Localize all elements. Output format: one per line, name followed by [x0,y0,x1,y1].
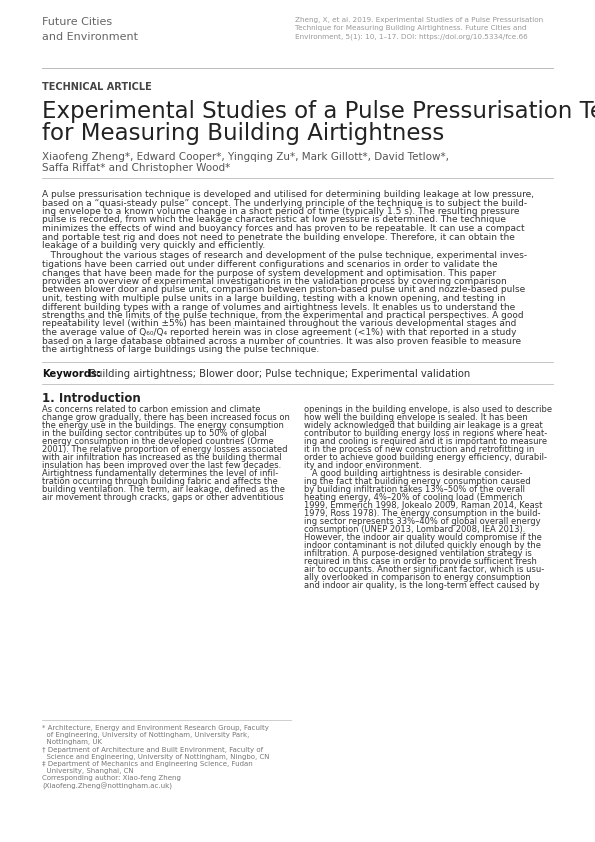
Text: Airtightness fundamentally determines the level of infil-: Airtightness fundamentally determines th… [42,470,278,478]
Text: insulation has been improved over the last few decades.: insulation has been improved over the la… [42,461,281,471]
Text: Nottingham, UK: Nottingham, UK [42,739,102,745]
Text: infiltration. A purpose-designed ventilation strategy is: infiltration. A purpose-designed ventila… [305,550,533,558]
Text: † Department of Architecture and Built Environment, Faculty of: † Department of Architecture and Built E… [42,747,263,753]
Text: 2001). The relative proportion of energy losses associated: 2001). The relative proportion of energy… [42,445,287,455]
Text: strengths and the limits of the pulse technique, from the experimental and pract: strengths and the limits of the pulse te… [42,311,524,320]
Text: ing the fact that building energy consumption caused: ing the fact that building energy consum… [305,477,531,487]
Text: and portable test rig and does not need to penetrate the building envelope. Ther: and portable test rig and does not need … [42,232,515,242]
Text: by building infiltration takes 13%–50% of the overall: by building infiltration takes 13%–50% o… [305,486,525,494]
Text: A good building airtightness is desirable consider-: A good building airtightness is desirabl… [305,470,523,478]
Text: ally overlooked in comparison to energy consumption: ally overlooked in comparison to energy … [305,573,531,583]
Text: Experimental Studies of a Pulse Pressurisation Technique: Experimental Studies of a Pulse Pressuri… [42,100,595,123]
Text: However, the indoor air quality would compromise if the: However, the indoor air quality would co… [305,534,543,542]
Text: between blower door and pulse unit, comparison between piston-based pulse unit a: between blower door and pulse unit, comp… [42,285,525,295]
Text: it in the process of new construction and retrofitting in: it in the process of new construction an… [305,445,535,455]
Text: based on a large database obtained across a number of countries. It was also pro: based on a large database obtained acros… [42,337,521,345]
Text: University, Shanghai, CN: University, Shanghai, CN [42,768,134,774]
Text: 1. Introduction: 1. Introduction [42,392,141,404]
Text: provides an overview of experimental investigations in the validation process by: provides an overview of experimental inv… [42,277,507,286]
Text: Keywords:: Keywords: [42,370,101,380]
Text: openings in the building envelope, is also used to describe: openings in the building envelope, is al… [305,406,553,414]
Text: and indoor air quality, is the long-term effect caused by: and indoor air quality, is the long-term… [305,582,540,590]
Text: tration occurring through building fabric and affects the: tration occurring through building fabri… [42,477,278,487]
Text: ing envelope to a known volume change in a short period of time (typically 1.5 s: ing envelope to a known volume change in… [42,207,519,216]
Text: ity and indoor environment.: ity and indoor environment. [305,461,422,471]
Text: pulse is recorded, from which the leakage characteristic at low pressure is dete: pulse is recorded, from which the leakag… [42,216,506,225]
Text: different building types with a range of volumes and airtightness levels. It ena: different building types with a range of… [42,302,515,312]
Text: minimizes the effects of wind and buoyancy forces and has proven to be repeatabl: minimizes the effects of wind and buoyan… [42,224,525,233]
Text: ing and cooling is required and it is important to measure: ing and cooling is required and it is im… [305,438,547,446]
Text: air to occupants. Another significant factor, which is usu-: air to occupants. Another significant fa… [305,566,545,574]
Text: changes that have been made for the purpose of system development and optimisati: changes that have been made for the purp… [42,269,496,278]
Text: of Engineering, University of Nottingham, University Park,: of Engineering, University of Nottingham… [42,733,249,738]
Text: Saffa Riffat* and Christopher Wood*: Saffa Riffat* and Christopher Wood* [42,163,230,173]
Text: widely acknowledged that building air leakage is a great: widely acknowledged that building air le… [305,422,543,430]
Text: Xiaofeng Zheng*, Edward Cooper*, Yingqing Zu*, Mark Gillott*, David Tetlow*,: Xiaofeng Zheng*, Edward Cooper*, Yingqin… [42,152,449,162]
Text: heating energy, 4%–20% of cooling load (Emmerich: heating energy, 4%–20% of cooling load (… [305,493,523,503]
Text: ‡ Department of Mechanics and Engineering Science, Fudan: ‡ Department of Mechanics and Engineerin… [42,761,253,767]
Text: Corresponding author: Xiao-feng Zheng: Corresponding author: Xiao-feng Zheng [42,775,181,781]
Text: ing sector represents 33%–40% of global overall energy: ing sector represents 33%–40% of global … [305,518,541,526]
Text: Throughout the various stages of research and development of the pulse technique: Throughout the various stages of researc… [42,252,527,260]
Text: Future Cities
and Environment: Future Cities and Environment [42,17,138,42]
Text: 1979, Ross 1978). The energy consumption in the build-: 1979, Ross 1978). The energy consumption… [305,509,541,519]
Text: A pulse pressurisation technique is developed and utilised for determining build: A pulse pressurisation technique is deve… [42,190,534,199]
Text: Science and Engineering, University of Nottingham, Ningbo, CN: Science and Engineering, University of N… [42,754,270,759]
Text: air movement through cracks, gaps or other adventitious: air movement through cracks, gaps or oth… [42,493,283,503]
Text: repeatability level (within ±5%) has been maintained throughout the various deve: repeatability level (within ±5%) has bee… [42,319,516,328]
Text: the average value of Q₆₀/Q₄ reported herein was in close agreement (<1%) with th: the average value of Q₆₀/Q₄ reported her… [42,328,516,337]
Text: (Xiaofeng.Zheng@nottingham.ac.uk): (Xiaofeng.Zheng@nottingham.ac.uk) [42,782,172,790]
Text: consumption (UNEP 2013, Lombard 2008, IEA 2013).: consumption (UNEP 2013, Lombard 2008, IE… [305,525,526,535]
Text: the energy use in the buildings. The energy consumption: the energy use in the buildings. The ene… [42,422,284,430]
Text: change grow gradually, there has been increased focus on: change grow gradually, there has been in… [42,413,290,423]
Text: energy consumption in the developed countries (Orme: energy consumption in the developed coun… [42,438,274,446]
Text: Building airtightness; Blower door; Pulse technique; Experimental validation: Building airtightness; Blower door; Puls… [86,370,470,380]
Text: for Measuring Building Airtightness: for Measuring Building Airtightness [42,122,444,145]
Text: with air infiltration has increased as the building thermal: with air infiltration has increased as t… [42,454,281,462]
Text: tigations have been carried out under different configurations and scenarios in : tigations have been carried out under di… [42,260,497,269]
Text: unit, testing with multiple pulse units in a large building, testing with a know: unit, testing with multiple pulse units … [42,294,506,303]
Text: in the building sector contributes up to 50% of global: in the building sector contributes up to… [42,429,267,439]
Text: TECHNICAL ARTICLE: TECHNICAL ARTICLE [42,82,152,92]
Text: indoor contaminant is not diluted quickly enough by the: indoor contaminant is not diluted quickl… [305,541,541,551]
Text: required in this case in order to provide sufficient fresh: required in this case in order to provid… [305,557,537,567]
Text: 1999, Emmerich 1998, Jokealo 2009, Raman 2014, Keast: 1999, Emmerich 1998, Jokealo 2009, Raman… [305,502,543,510]
Text: Zheng, X, et al. 2019. Experimental Studies of a Pulse Pressurisation
Technique : Zheng, X, et al. 2019. Experimental Stud… [295,17,543,40]
Text: leakage of a building very quickly and efficiently.: leakage of a building very quickly and e… [42,241,265,250]
Text: As concerns related to carbon emission and climate: As concerns related to carbon emission a… [42,406,261,414]
Text: how well the building envelope is sealed. It has been: how well the building envelope is sealed… [305,413,528,423]
Text: the airtightness of large buildings using the pulse technique.: the airtightness of large buildings usin… [42,345,320,354]
Text: building ventilation. The term, air leakage, defined as the: building ventilation. The term, air leak… [42,486,285,494]
Text: based on a “quasi-steady pulse” concept. The underlying principle of the techniq: based on a “quasi-steady pulse” concept.… [42,199,527,207]
Text: order to achieve good building energy efficiency, durabil-: order to achieve good building energy ef… [305,454,547,462]
Text: * Architecture, Energy and Environment Research Group, Faculty: * Architecture, Energy and Environment R… [42,725,269,731]
Text: contributor to building energy loss in regions where heat-: contributor to building energy loss in r… [305,429,548,439]
